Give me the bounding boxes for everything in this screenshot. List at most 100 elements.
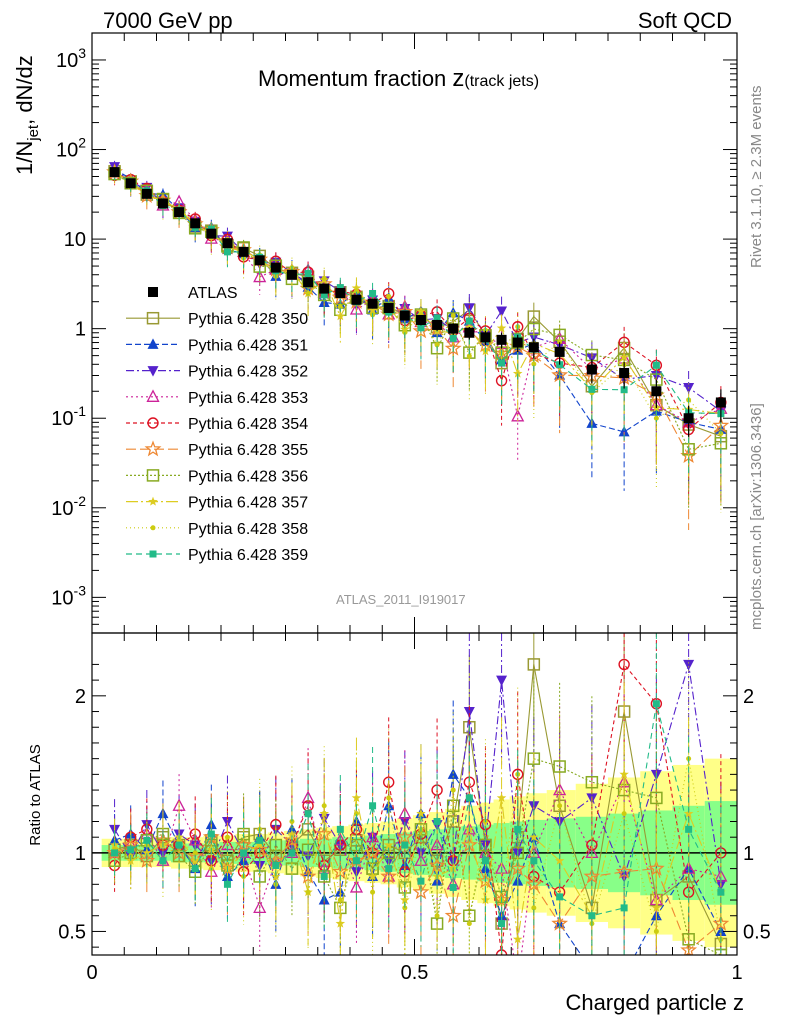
ratio-point xyxy=(319,808,329,818)
atlas-point xyxy=(448,323,459,334)
ratio-point xyxy=(240,849,248,857)
ratio-point xyxy=(351,792,362,802)
atlas-point xyxy=(496,334,507,345)
ratio-point xyxy=(496,792,507,802)
legend-item: Pythia 6.428 352 xyxy=(126,364,308,381)
legend-item: Pythia 6.428 356 xyxy=(126,468,308,485)
legend-label: Pythia 6.428 352 xyxy=(188,364,308,381)
atlas-point xyxy=(586,364,597,375)
atlas-point xyxy=(512,337,523,348)
y-axis-label-group: 1/Njet, dN/dz xyxy=(12,55,42,175)
atlas-point xyxy=(351,294,362,305)
ratio-point xyxy=(320,872,328,880)
atlas-point xyxy=(109,167,120,178)
ratio-point xyxy=(370,889,376,895)
ratio-point xyxy=(650,791,663,805)
ratio-point xyxy=(272,861,280,869)
ratio-series-line xyxy=(114,757,722,955)
y-label-rest: , dN/dz xyxy=(12,55,37,125)
ratio-point xyxy=(514,825,522,833)
chart-title-z: z xyxy=(452,65,464,92)
legend-label: Pythia 6.428 350 xyxy=(188,311,308,328)
ratio-series-group xyxy=(106,633,730,955)
header-energy: 7000 GeV pp xyxy=(103,8,233,33)
ratio-point xyxy=(683,808,694,818)
legend-item: Pythia 6.428 355 xyxy=(126,440,308,459)
ratio-point xyxy=(682,933,695,946)
x-tick-label: 1 xyxy=(731,962,742,984)
y-tick-label: 102 xyxy=(56,135,86,162)
ratio-y-tick-label-right: 2 xyxy=(743,686,754,708)
atlas-point xyxy=(254,255,265,266)
ratio-point xyxy=(386,795,392,801)
legend-marker xyxy=(148,287,158,297)
legend-marker xyxy=(144,440,162,457)
ratio-point xyxy=(680,941,698,955)
ratio-series-359 xyxy=(111,633,725,955)
y-tick-base: 10 xyxy=(56,50,78,72)
x-tick-label: 0 xyxy=(86,962,97,984)
data-point xyxy=(498,359,506,367)
chart-title: Momentum fraction z(track jets) xyxy=(258,65,539,92)
ratio-point xyxy=(621,811,627,817)
ratio-point xyxy=(337,897,343,903)
data-point xyxy=(588,385,596,393)
ratio-point xyxy=(412,883,430,900)
legend-marker xyxy=(146,311,160,325)
atlas-point xyxy=(125,178,136,189)
atlas-point xyxy=(238,246,249,257)
y-tick-base: 10 xyxy=(51,408,73,430)
atlas-point xyxy=(190,218,201,229)
atlas-point xyxy=(528,342,539,353)
ratio-point xyxy=(111,849,119,857)
ratio-point xyxy=(369,802,377,810)
x-axis-label: Charged particle z xyxy=(565,990,744,1015)
ratio-point xyxy=(317,870,331,883)
atlas-point xyxy=(303,277,314,288)
data-point xyxy=(512,368,523,378)
ratio-y-tick-label: 0.5 xyxy=(58,921,86,943)
y-label-sub: jet xyxy=(25,124,42,142)
legend-item: Pythia 6.428 350 xyxy=(126,311,308,328)
ratio-point xyxy=(585,775,599,789)
y-tick-label: 10 xyxy=(64,229,86,251)
y-tick-exp: 2 xyxy=(78,135,86,151)
series-line xyxy=(114,171,721,415)
atlas-point xyxy=(683,413,694,424)
ratio-point xyxy=(583,867,601,884)
ratio-point xyxy=(349,880,364,893)
atlas-point xyxy=(286,269,297,280)
legend-item: Pythia 6.428 357 xyxy=(126,495,308,512)
data-point xyxy=(417,324,425,332)
ratio-y-axis-label: Ratio to ATLAS xyxy=(27,744,44,845)
atlas-point xyxy=(222,238,233,249)
legend-label: Pythia 6.428 353 xyxy=(188,390,308,407)
ratio-point xyxy=(512,934,523,944)
atlas-point xyxy=(432,319,443,330)
atlas-point xyxy=(464,327,475,338)
main-frame xyxy=(91,32,738,634)
y-tick-base: 10 xyxy=(56,140,78,162)
atlas-data-group xyxy=(109,167,726,437)
ratio-series-line xyxy=(114,832,722,952)
ratio-point xyxy=(289,818,295,824)
legend-label: Pythia 6.428 354 xyxy=(188,416,308,433)
y-axis-label: 1/Njet, dN/dz xyxy=(12,55,42,175)
y-tick-base: 10 xyxy=(51,587,73,609)
data-point xyxy=(450,313,456,319)
atlas-point xyxy=(367,298,378,309)
x-tick-label: 0.5 xyxy=(401,962,429,984)
y-tick-exp: -1 xyxy=(74,403,87,419)
atlas-point xyxy=(319,283,330,294)
atlas-point xyxy=(651,386,662,397)
legend-label: Pythia 6.428 356 xyxy=(188,468,308,485)
legend-label: Pythia 6.428 358 xyxy=(188,521,308,538)
legend-marker xyxy=(147,417,159,429)
legend-label: Pythia 6.428 359 xyxy=(188,547,308,564)
y-tick-exp: -3 xyxy=(74,582,87,598)
data-point xyxy=(253,269,267,283)
data-point xyxy=(386,293,392,299)
ratio-point xyxy=(256,836,264,844)
atlas-point xyxy=(715,397,726,408)
